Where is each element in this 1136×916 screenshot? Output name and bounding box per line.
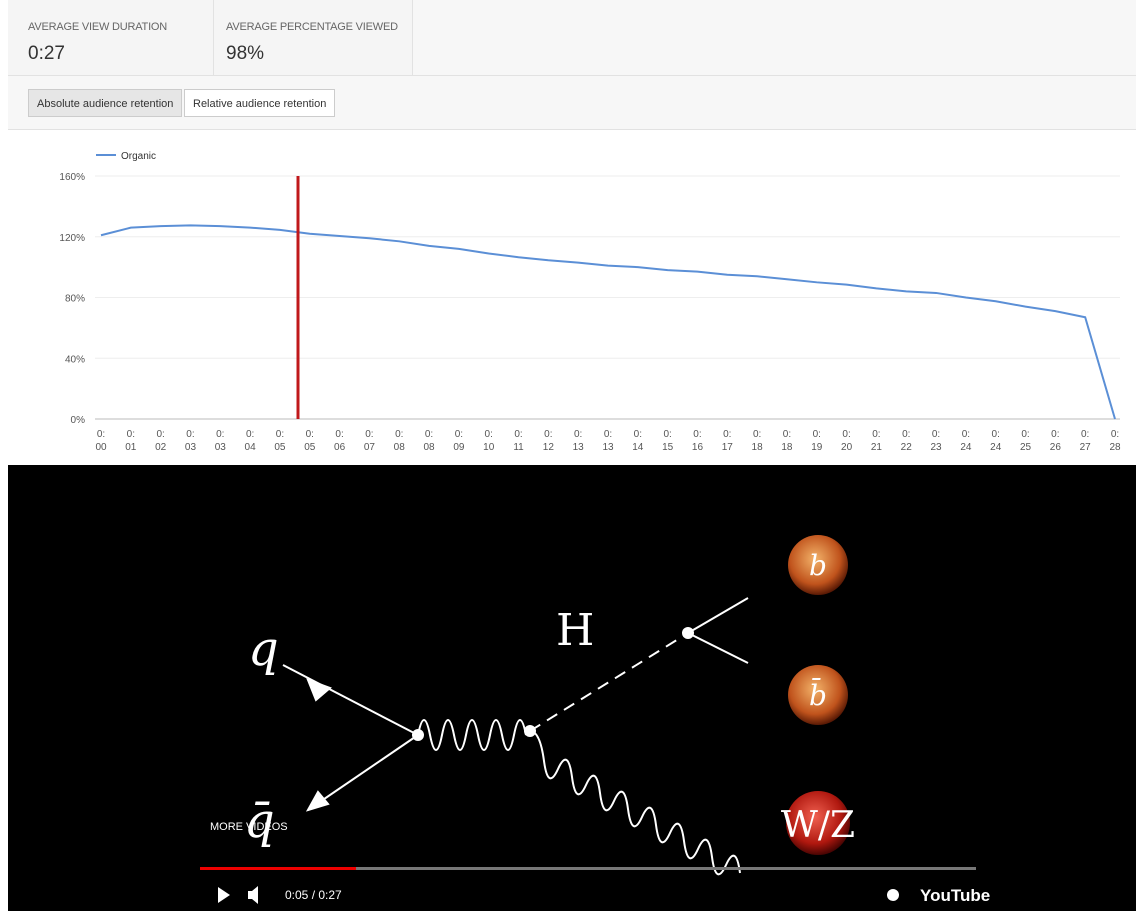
- x-tick-label: 0: 10: [477, 428, 501, 454]
- x-tick-label: 0: 06: [328, 428, 352, 454]
- y-tick-label: 80%: [65, 294, 85, 305]
- video-frame: q q̄ H b b̄ W/Z MORE VIDEOS 0:05 / 0:27 …: [8, 465, 1136, 911]
- x-tick-label: 0: 27: [1073, 428, 1097, 454]
- x-tick-label: 0: 14: [626, 428, 650, 454]
- youtube-logo[interactable]: YouTube: [920, 886, 990, 905]
- x-tick-label: 0: 05: [298, 428, 322, 454]
- x-tick-label: 0: 13: [566, 428, 590, 454]
- x-tick-label: 0: 05: [268, 428, 292, 454]
- x-tick-label: 0: 18: [775, 428, 799, 454]
- metric-label: AVERAGE VIEW DURATION: [28, 21, 167, 33]
- x-tick-label: 0: 21: [864, 428, 888, 454]
- line-series: [101, 225, 1115, 419]
- x-tick-label: 0: 24: [954, 428, 978, 454]
- label-b: b: [809, 549, 827, 582]
- x-tick-label: 0: 03: [208, 428, 232, 454]
- x-tick-label: 0: 20: [835, 428, 859, 454]
- toggle-button[interactable]: Relative audience retention: [184, 89, 335, 117]
- x-tick-label: 0: 07: [357, 428, 381, 454]
- vertex: [524, 725, 536, 737]
- more-videos[interactable]: MORE VIDEOS: [210, 821, 288, 833]
- x-tick-label: 0: 03: [178, 428, 202, 454]
- x-tick-label: 0: 08: [417, 428, 441, 454]
- x-tick-label: 0: 16: [685, 428, 709, 454]
- x-tick-label: 0: 26: [1043, 428, 1067, 454]
- x-tick-label: 0: 23: [924, 428, 948, 454]
- label-wz: W/Z: [781, 805, 855, 846]
- x-tick-label: 0: 02: [149, 428, 173, 454]
- x-tick-label: 0: 28: [1103, 428, 1127, 454]
- metric-label: AVERAGE PERCENTAGE VIEWED: [226, 21, 398, 33]
- chart: 0% 40% 80% 120% 160% Organic: [0, 130, 1136, 465]
- video-player[interactable]: q q̄ H b b̄ W/Z MORE VIDEOS 0:05 / 0:27 …: [8, 465, 1136, 911]
- vertex: [682, 627, 694, 639]
- legend-label: Organic: [121, 151, 156, 162]
- x-tick-label: 0: 25: [1014, 428, 1038, 454]
- x-tick-label: 0: 01: [119, 428, 143, 454]
- time-display: 0:05 / 0:27: [285, 888, 342, 902]
- label-bbar: b̄: [809, 677, 827, 712]
- x-tick-label: 0: 09: [447, 428, 471, 454]
- x-tick-label: 0: 00: [89, 428, 113, 454]
- vertex: [412, 729, 424, 741]
- x-tick-label: 0: 15: [656, 428, 680, 454]
- y-tick-label: 0%: [71, 415, 86, 426]
- settings-button[interactable]: [887, 889, 899, 901]
- page: AVERAGE VIEW DURATION 0:27 AVERAGE PERCE…: [0, 0, 1136, 911]
- toggle-button[interactable]: Absolute audience retention: [28, 89, 182, 117]
- label-higgs: H: [556, 605, 594, 656]
- label-q: q: [248, 621, 279, 677]
- y-tick-label: 40%: [65, 354, 85, 365]
- x-tick-label: 0: 18: [745, 428, 769, 454]
- volume-button[interactable]: [248, 886, 258, 904]
- x-tick-label: 0: 11: [507, 428, 531, 454]
- y-tick-label: 160%: [59, 172, 85, 183]
- x-tick-label: 0: 12: [536, 428, 560, 454]
- x-tick-label: 0: 04: [238, 428, 262, 454]
- x-tick-label: 0: 24: [984, 428, 1008, 454]
- x-tick-label: 0: 22: [894, 428, 918, 454]
- play-button[interactable]: [218, 887, 230, 903]
- x-tick-label: 0: 17: [715, 428, 739, 454]
- metric-card: AVERAGE PERCENTAGE VIEWED 98%: [214, 0, 413, 75]
- metric-value: 0:27: [28, 43, 65, 65]
- metric-card: AVERAGE VIEW DURATION 0:27: [8, 0, 214, 75]
- y-tick-label: 120%: [59, 233, 85, 244]
- metric-value: 98%: [226, 43, 264, 65]
- x-tick-label: 0: 13: [596, 428, 620, 454]
- x-tick-label: 0: 08: [387, 428, 411, 454]
- x-tick-label: 0: 19: [805, 428, 829, 454]
- feynman-diagram: [283, 598, 748, 874]
- progress-played: [200, 867, 356, 870]
